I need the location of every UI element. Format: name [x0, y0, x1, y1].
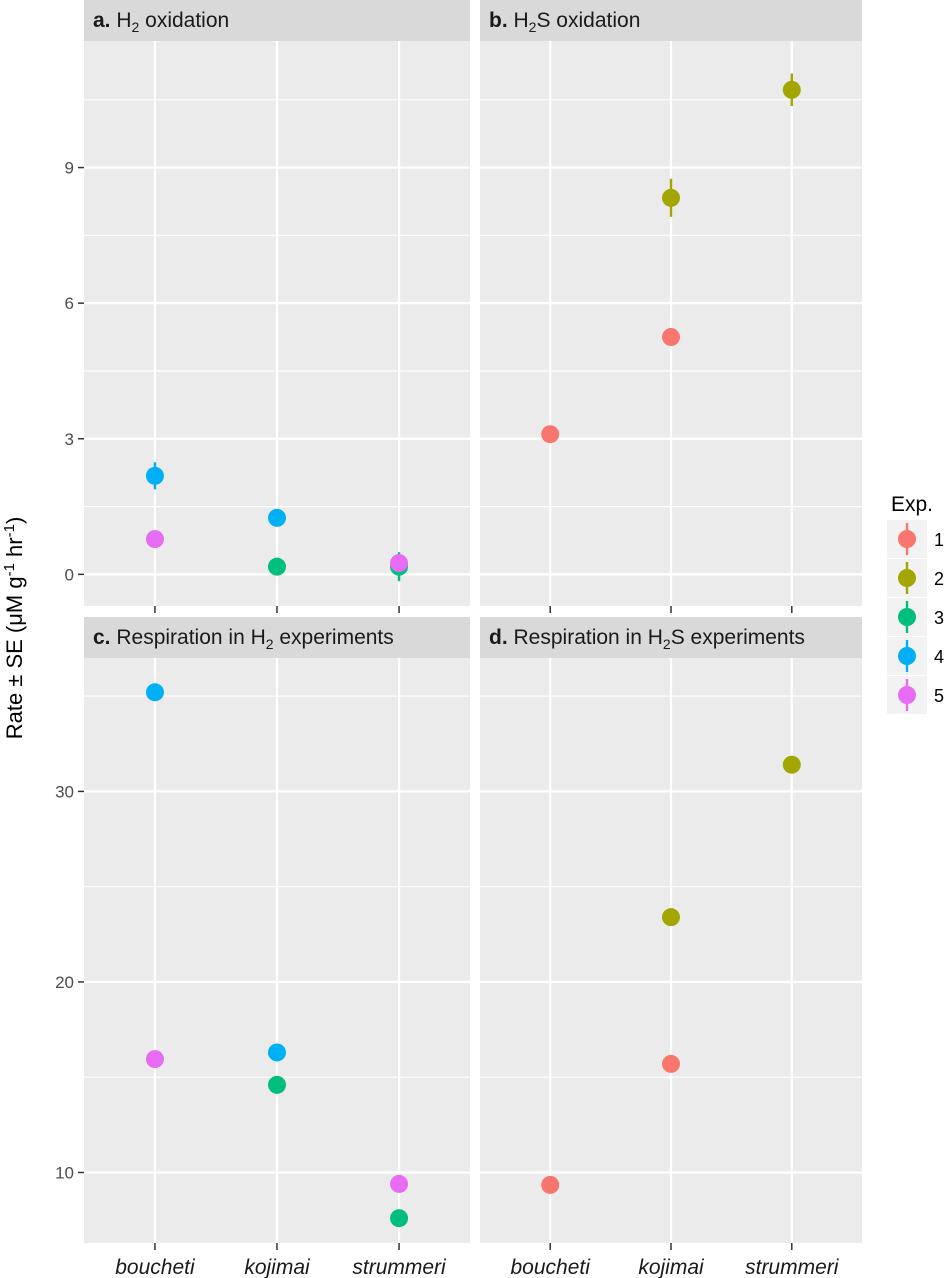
data-point [268, 557, 286, 576]
legend-label: 5 [934, 686, 944, 706]
panel-c: c. Respiration in H2​ experiments 10 20 30 [55, 617, 470, 1250]
panel-c-title: c. Respiration in H2​ experiments [93, 626, 394, 652]
y-tick-label: 9 [65, 159, 74, 178]
y-axis-label-end: ) [2, 517, 27, 524]
y-tick-label: 30 [55, 782, 74, 801]
data-point [782, 80, 801, 99]
data-point [145, 530, 164, 549]
y-axis-label-superscript: -1 [1, 524, 18, 537]
panel-title-text: experiments [274, 626, 394, 649]
panel-title-prefix: d. [489, 626, 508, 649]
panel-title-subscript: 2 [266, 636, 274, 652]
panel-title-prefix: b. [489, 9, 508, 32]
panel-title-text: Respiration in H [508, 626, 663, 649]
panel-title-subscript: 2 [663, 636, 671, 652]
y-tick-label: 6 [65, 294, 74, 313]
panel-title-text: S oxidation [536, 9, 640, 32]
panel-b-title: b. H2​S oxidation [489, 9, 640, 35]
panel-title-prefix: a. [93, 9, 111, 32]
panel-a-title: a. H2​ oxidation [93, 9, 229, 35]
legend-item-5: 5 [887, 676, 944, 714]
legend-key-point [898, 530, 916, 548]
panel-title-text: S experiments [671, 626, 805, 649]
data-point [268, 508, 286, 527]
y-axis-label-superscript: -1 [1, 563, 18, 576]
data-point [390, 1209, 409, 1228]
y-tick-label: 10 [55, 1163, 74, 1182]
data-point [662, 188, 680, 207]
legend-title: Exp. [891, 493, 933, 516]
panel-a-strip [84, 0, 470, 41]
legend-key-point [898, 686, 916, 704]
legend-item-1: 1 [887, 520, 944, 558]
panel-b: b. H2​S oxidation [480, 0, 862, 613]
y-axis-label: Rate ± SE (μM g-1 hr-1) [1, 517, 27, 740]
data-point [662, 908, 680, 927]
y-tick-label: 0 [65, 565, 74, 584]
legend-label: 4 [934, 647, 944, 667]
data-point [662, 1054, 680, 1073]
panel-title-text: H [111, 9, 132, 32]
data-point [145, 1050, 164, 1069]
data-point [390, 1174, 409, 1193]
panel-b-strip [480, 0, 862, 41]
data-point [268, 1075, 286, 1094]
legend-item-3: 3 [887, 598, 944, 636]
legend-item-4: 4 [887, 637, 944, 675]
data-point [541, 1175, 560, 1194]
y-tick-label: 20 [55, 973, 74, 992]
panel-title-subscript: 2 [529, 19, 537, 35]
legend-label: 2 [934, 569, 944, 589]
panel-title-subscript: 2 [132, 19, 140, 35]
y-tick-label: 3 [65, 430, 74, 449]
panel-d-title: d. Respiration in H2​S experiments [489, 626, 805, 652]
x-category-label: boucheti [511, 1256, 592, 1278]
x-category-label: strummeri [745, 1256, 840, 1278]
data-point [145, 683, 164, 702]
x-category-label: kojimai [244, 1256, 311, 1278]
panel-c-strip [84, 617, 470, 658]
legend-key-point [898, 569, 916, 587]
y-axis-label-main: Rate ± SE (μM g [2, 576, 27, 739]
x-category-label: strummeri [352, 1256, 447, 1278]
legend: Exp.1 2 3 4 5 [887, 493, 944, 714]
panel-d-strip [480, 617, 862, 658]
legend-label: 1 [934, 530, 944, 550]
x-category-label: boucheti [115, 1256, 196, 1278]
panel-title-text: oxidation [139, 9, 229, 32]
data-point [662, 328, 680, 347]
legend-label: 3 [934, 608, 944, 628]
legend-key-point [898, 647, 916, 665]
data-point [268, 1043, 286, 1062]
data-point [145, 466, 164, 485]
data-point [390, 554, 409, 573]
panel-a: a. H2​ oxidation 0 3 6 9 [65, 0, 470, 613]
panel-d: d. Respiration in H2​S experiments [480, 617, 862, 1250]
y-axis-label-mid: hr [2, 537, 27, 563]
data-point [782, 755, 801, 774]
data-point [541, 425, 560, 444]
panel-title-text: H [508, 9, 529, 32]
x-category-label: kojimai [638, 1256, 705, 1278]
panel-title-prefix: c. [93, 626, 111, 649]
panel-title-text: Respiration in H [111, 626, 266, 649]
legend-item-2: 2 [887, 559, 944, 597]
legend-key-point [898, 608, 916, 626]
